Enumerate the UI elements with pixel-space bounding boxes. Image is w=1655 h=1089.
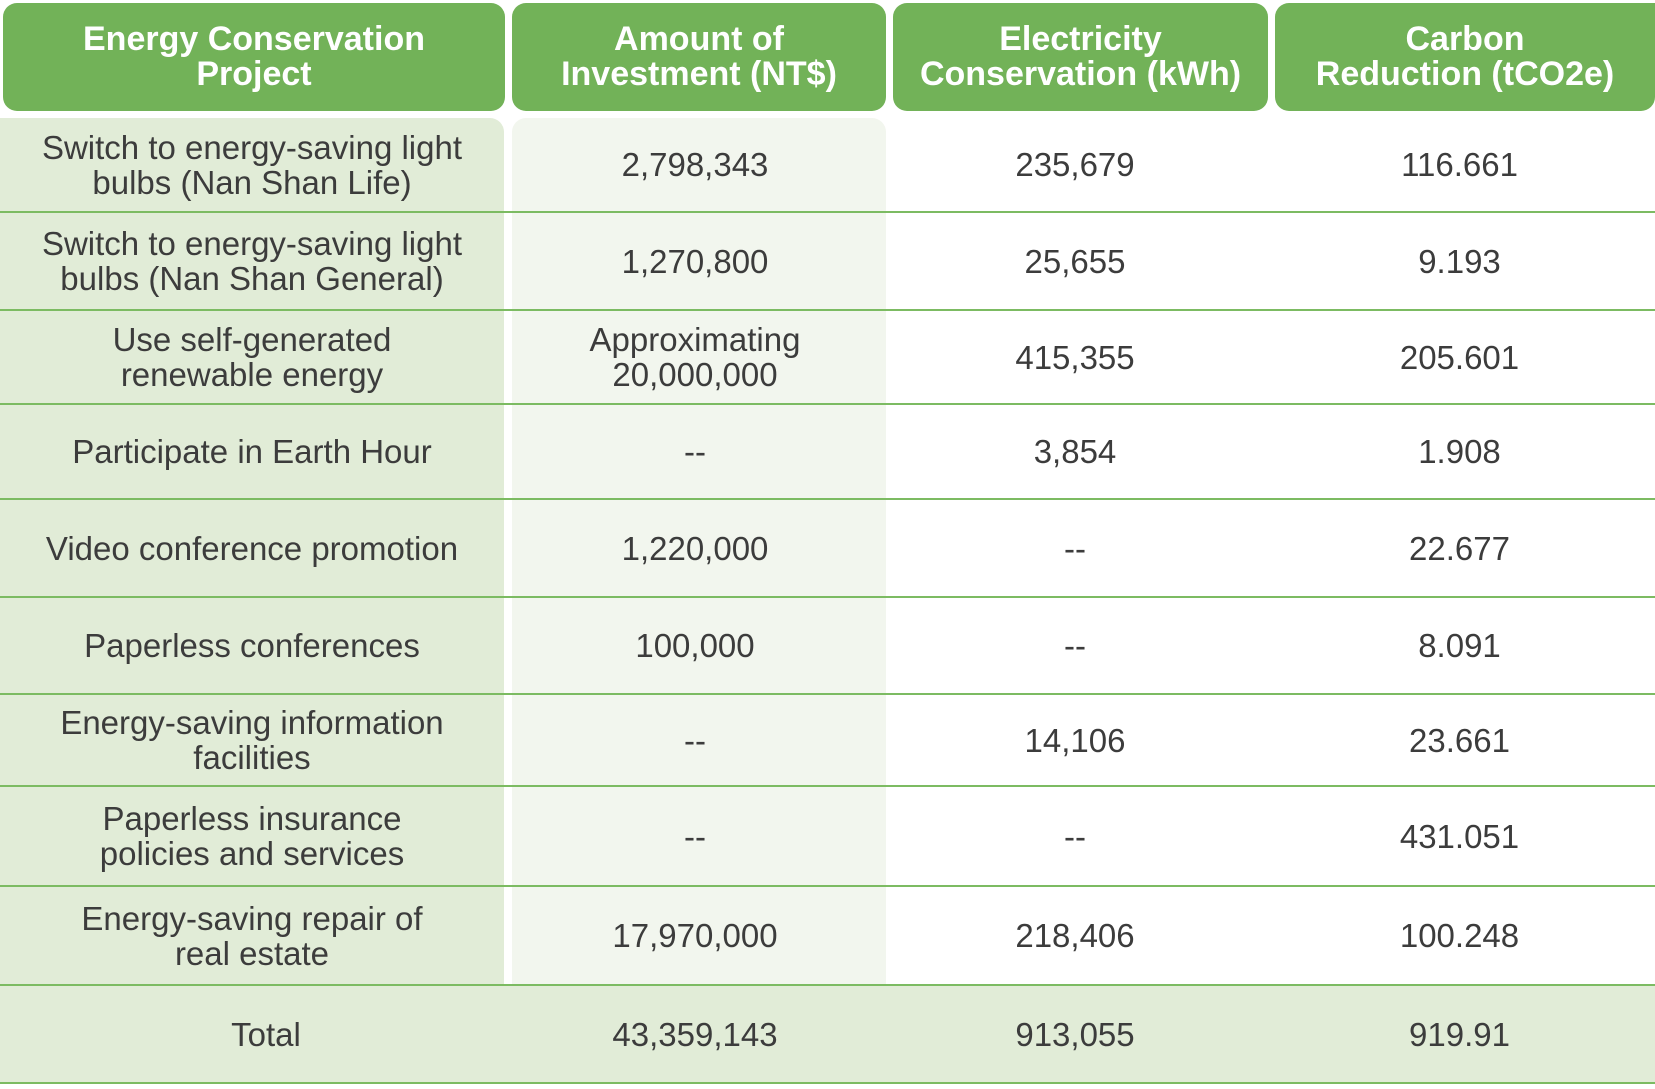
header-energy-conservation-project: Energy Conservation Project <box>3 3 505 111</box>
table-row: Paperless insurance policies and services… <box>0 787 1655 887</box>
carbon-cell: 1.908 <box>1418 433 1501 470</box>
header-label: Carbon Reduction (tCO2e) <box>1315 20 1615 93</box>
investment-cell: 1,270,800 <box>621 242 769 280</box>
project-cell: Video conference promotion <box>45 529 459 567</box>
table-header-row: Energy Conservation Project Amount of In… <box>0 0 1655 115</box>
carbon-cell: 116.661 <box>1401 146 1518 183</box>
project-column-shading <box>0 118 504 987</box>
header-electricity-conservation: Electricity Conservation (kWh) <box>893 3 1268 111</box>
table-row: Video conference promotion 1,220,000 -- … <box>0 500 1655 598</box>
header-amount-of-investment: Amount of Investment (NT$) <box>512 3 886 111</box>
electricity-cell: 235,679 <box>1015 146 1135 183</box>
carbon-cell: 23.661 <box>1409 721 1510 759</box>
table-row: Energy-saving information facilities -- 1… <box>0 695 1655 787</box>
table-row: Switch to energy-saving light bulbs (Nan … <box>0 118 1655 213</box>
header-label: Electricity Conservation (kWh) <box>919 20 1242 93</box>
carbon-cell: 100.248 <box>1399 917 1520 954</box>
project-cell: Switch to energy-saving light bulbs (Nan … <box>41 128 463 201</box>
table-row: Participate in Earth Hour -- 3,854 1.908 <box>0 405 1655 500</box>
carbon-cell: 431.051 <box>1399 817 1520 855</box>
carbon-cell: 205.601 <box>1399 338 1520 376</box>
project-cell: Participate in Earth Hour <box>72 433 432 470</box>
investment-cell: Approximating 20,000,000 <box>589 321 801 393</box>
electricity-cell: -- <box>1064 529 1086 567</box>
investment-cell: 100,000 <box>635 627 755 664</box>
table-body: Switch to energy-saving light bulbs (Nan … <box>0 118 1655 1084</box>
investment-cell: -- <box>684 433 706 470</box>
header-label: Amount of Investment (NT$) <box>561 20 837 93</box>
investment-cell: -- <box>684 817 706 855</box>
total-investment: 43,359,143 <box>612 1015 778 1053</box>
project-cell: Energy-saving information facilities <box>60 704 444 776</box>
total-electricity: 913,055 <box>1015 1015 1135 1053</box>
carbon-cell: 22.677 <box>1409 529 1510 567</box>
investment-column-shading <box>512 118 886 987</box>
project-cell: Paperless insurance policies and services <box>99 800 405 872</box>
electricity-cell: 218,406 <box>1015 917 1135 954</box>
table-row: Use self-generated renewable energy Appro… <box>0 311 1655 405</box>
electricity-cell: 14,106 <box>1024 721 1126 759</box>
investment-cell: -- <box>684 721 706 759</box>
project-cell: Energy-saving repair of real estate <box>81 899 423 972</box>
total-row: Total 43,359,143 913,055 919.91 <box>0 986 1655 1084</box>
investment-cell: 2,798,343 <box>621 146 769 183</box>
header-carbon-reduction: Carbon Reduction (tCO2e) <box>1275 3 1655 111</box>
electricity-cell: 415,355 <box>1015 338 1135 376</box>
electricity-cell: 25,655 <box>1024 242 1126 280</box>
carbon-cell: 9.193 <box>1418 242 1501 280</box>
table-row: Energy-saving repair of real estate 17,97… <box>0 887 1655 986</box>
table-row: Paperless conferences 100,000 -- 8.091 <box>0 598 1655 695</box>
electricity-cell: 3,854 <box>1033 433 1117 470</box>
header-label: Energy Conservation Project <box>83 20 425 93</box>
project-cell: Paperless conferences <box>84 627 420 664</box>
investment-cell: 17,970,000 <box>612 917 778 954</box>
electricity-cell: -- <box>1064 817 1086 855</box>
total-label: Total <box>231 1015 301 1053</box>
investment-cell: 1,220,000 <box>621 529 769 567</box>
carbon-cell: 8.091 <box>1418 627 1501 664</box>
project-cell: Use self-generated renewable energy <box>112 321 392 393</box>
table-row: Switch to energy-saving light bulbs (Nan … <box>0 213 1655 311</box>
total-carbon: 919.91 <box>1409 1015 1510 1053</box>
project-cell: Switch to energy-saving light bulbs (Nan … <box>41 225 463 297</box>
electricity-cell: -- <box>1064 627 1086 664</box>
